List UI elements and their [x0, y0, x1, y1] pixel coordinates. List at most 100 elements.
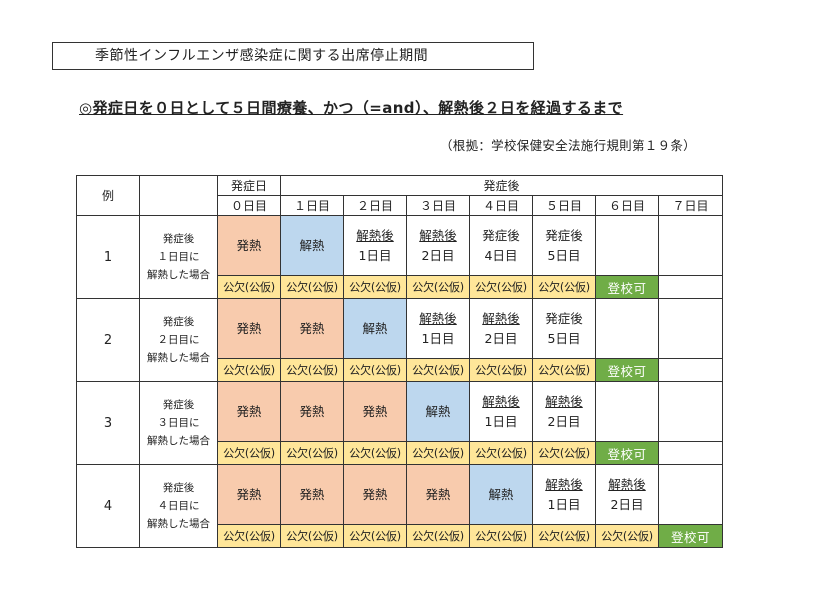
cell-text: 発熱	[236, 486, 262, 502]
day-header: ６日目	[595, 195, 659, 216]
cell-text: 5日目	[547, 330, 581, 346]
progress-cell: 解熱後 2日目	[406, 215, 470, 276]
fever-cell: 発熱	[280, 298, 344, 359]
empty-cell	[658, 358, 723, 382]
cell-text: 2日目	[484, 330, 518, 346]
example-number: 2	[76, 298, 140, 382]
cell-text: 1日目	[358, 247, 392, 263]
fever-cell: 発熱	[343, 381, 407, 442]
absence-cell: 公欠(公仮)	[532, 358, 596, 382]
cell-text: 解熱後	[545, 393, 583, 409]
absence-cell: 公欠(公仮)	[280, 358, 344, 382]
cell-text: 発熱	[362, 486, 388, 502]
empty-cell	[658, 441, 723, 465]
cell-text: 2日目	[421, 247, 455, 263]
description-line: 発症後	[162, 316, 195, 328]
empty-cell	[658, 215, 723, 276]
empty-cell	[658, 381, 723, 442]
absence-cell: 公欠(公仮)	[406, 441, 470, 465]
empty-cell	[595, 298, 659, 359]
fever-cell: 発熱	[406, 464, 470, 525]
cell-text: 発症後	[545, 227, 583, 243]
absence-cell: 公欠(公仮)	[532, 441, 596, 465]
cell-text: 1日目	[547, 496, 581, 512]
description-line: 発症後	[162, 399, 195, 411]
fever-cell: 発熱	[217, 381, 281, 442]
example-description: 発症後 ２日目に解熱した場合	[139, 298, 218, 382]
progress-cell: 解熱後 1日目	[532, 464, 596, 525]
cell-text: 発熱	[236, 320, 262, 336]
day-header: ０日目	[217, 195, 281, 216]
cell-text: 発症後	[545, 310, 583, 326]
recovery-cell: 解熱	[469, 464, 533, 525]
absence-cell: 公欠(公仮)	[469, 524, 533, 548]
description-line: 解熱した場合	[147, 518, 210, 530]
absence-cell: 公欠(公仮)	[469, 358, 533, 382]
description-line: ２日目に	[157, 334, 200, 346]
cell-text: 2日目	[547, 413, 581, 429]
absence-cell: 公欠(公仮)	[343, 358, 407, 382]
progress-cell: 解熱後 2日目	[469, 298, 533, 359]
absence-cell: 公欠(公仮)	[469, 441, 533, 465]
cell-text: 発熱	[362, 403, 388, 419]
table-row: 4 発症後 ４日目に 解熱した場合 発熱 発熱 発熱 発熱 解熱 解熱後 1日目 解熱後 2日目	[76, 464, 723, 548]
description-line: 解熱した場合	[147, 269, 210, 281]
description-line: １日目に	[157, 251, 200, 263]
progress-cell: 発症後 5日目	[532, 298, 596, 359]
progress-cell: 発症後 5日目	[532, 215, 596, 276]
cell-text: 発熱	[236, 237, 262, 253]
fever-cell: 発熱	[217, 298, 281, 359]
status-row: 公欠(公仮) 公欠(公仮) 公欠(公仮) 公欠(公仮) 公欠(公仮) 公欠(公仮) 登校可	[77, 358, 723, 382]
table-row: 1 発症後 １日目に 解熱した場合 発熱 解熱 解熱後 1日目 解熱後 2日目 発症後 4日目 発症後 5…	[76, 215, 723, 299]
absence-cell: 公欠(公仮)	[217, 275, 281, 299]
empty-cell	[595, 381, 659, 442]
description-line: ３日目に	[157, 417, 200, 429]
absence-cell: 公欠(公仮)	[406, 358, 470, 382]
description-line: 発症後	[162, 233, 195, 245]
cell-text: 発熱	[299, 403, 325, 419]
absence-cell: 公欠(公仮)	[343, 441, 407, 465]
example-description: 発症後 １日目に解熱した場合	[139, 215, 218, 299]
progress-cell: 解熱後 1日目	[343, 215, 407, 276]
day-header: ５日目	[532, 195, 596, 216]
description-line: 解熱した場合	[147, 435, 210, 447]
absence-cell: 公欠(公仮)	[217, 441, 281, 465]
recovery-cell: 解熱	[406, 381, 470, 442]
cell-text: 解熱後	[356, 227, 394, 243]
table-row: 3 発症後 ３日目に 解熱した場合 発熱 発熱 発熱 解熱 解熱後 1日目 解熱後 2日目	[76, 381, 723, 465]
cell-text: 解熱後	[482, 393, 520, 409]
description-line: ４日目に	[157, 500, 200, 512]
absence-cell: 公欠(公仮)	[595, 524, 659, 548]
recovery-cell: 解熱	[343, 298, 407, 359]
header-description	[139, 175, 218, 216]
cell-text: 解熱	[299, 237, 325, 253]
example-number: 1	[76, 215, 140, 299]
fever-cell: 発熱	[343, 464, 407, 525]
example-number: 4	[76, 464, 140, 548]
attendance-suspension-table: 例 発症日 発症後 ０日目 １日目 ２日目 ３日目 ４日目 ５日目 ６日目 ７日…	[76, 175, 723, 548]
recovery-cell: 解熱	[280, 215, 344, 276]
cell-text: 発症後	[482, 227, 520, 243]
absence-cell: 公欠(公仮)	[280, 275, 344, 299]
school-ok-cell: 登校可	[595, 358, 659, 382]
example-number: 3	[76, 381, 140, 465]
progress-cell: 解熱後 2日目	[532, 381, 596, 442]
fever-cell: 発熱	[280, 381, 344, 442]
cell-text: 2日目	[610, 496, 644, 512]
header-after-onset: 発症後	[280, 175, 723, 196]
school-ok-cell: 登校可	[658, 524, 723, 548]
school-ok-cell: 登校可	[595, 441, 659, 465]
legal-basis: （根拠：学校保健安全法施行規則第１９条）	[439, 138, 696, 153]
empty-cell	[658, 464, 723, 525]
absence-cell: 公欠(公仮)	[469, 275, 533, 299]
description-line: 解熱した場合	[147, 352, 210, 364]
status-row: 公欠(公仮) 公欠(公仮) 公欠(公仮) 公欠(公仮) 公欠(公仮) 公欠(公仮) 登校可	[77, 275, 723, 299]
cell-text: 発熱	[299, 320, 325, 336]
example-description: 発症後 ４日目に 解熱した場合	[139, 464, 218, 548]
cell-text: 解熱後	[419, 227, 457, 243]
cell-text: 解熱後	[482, 310, 520, 326]
absence-cell: 公欠(公仮)	[406, 524, 470, 548]
day-header: ２日目	[343, 195, 407, 216]
school-ok-cell: 登校可	[595, 275, 659, 299]
cell-text: 発熱	[425, 486, 451, 502]
